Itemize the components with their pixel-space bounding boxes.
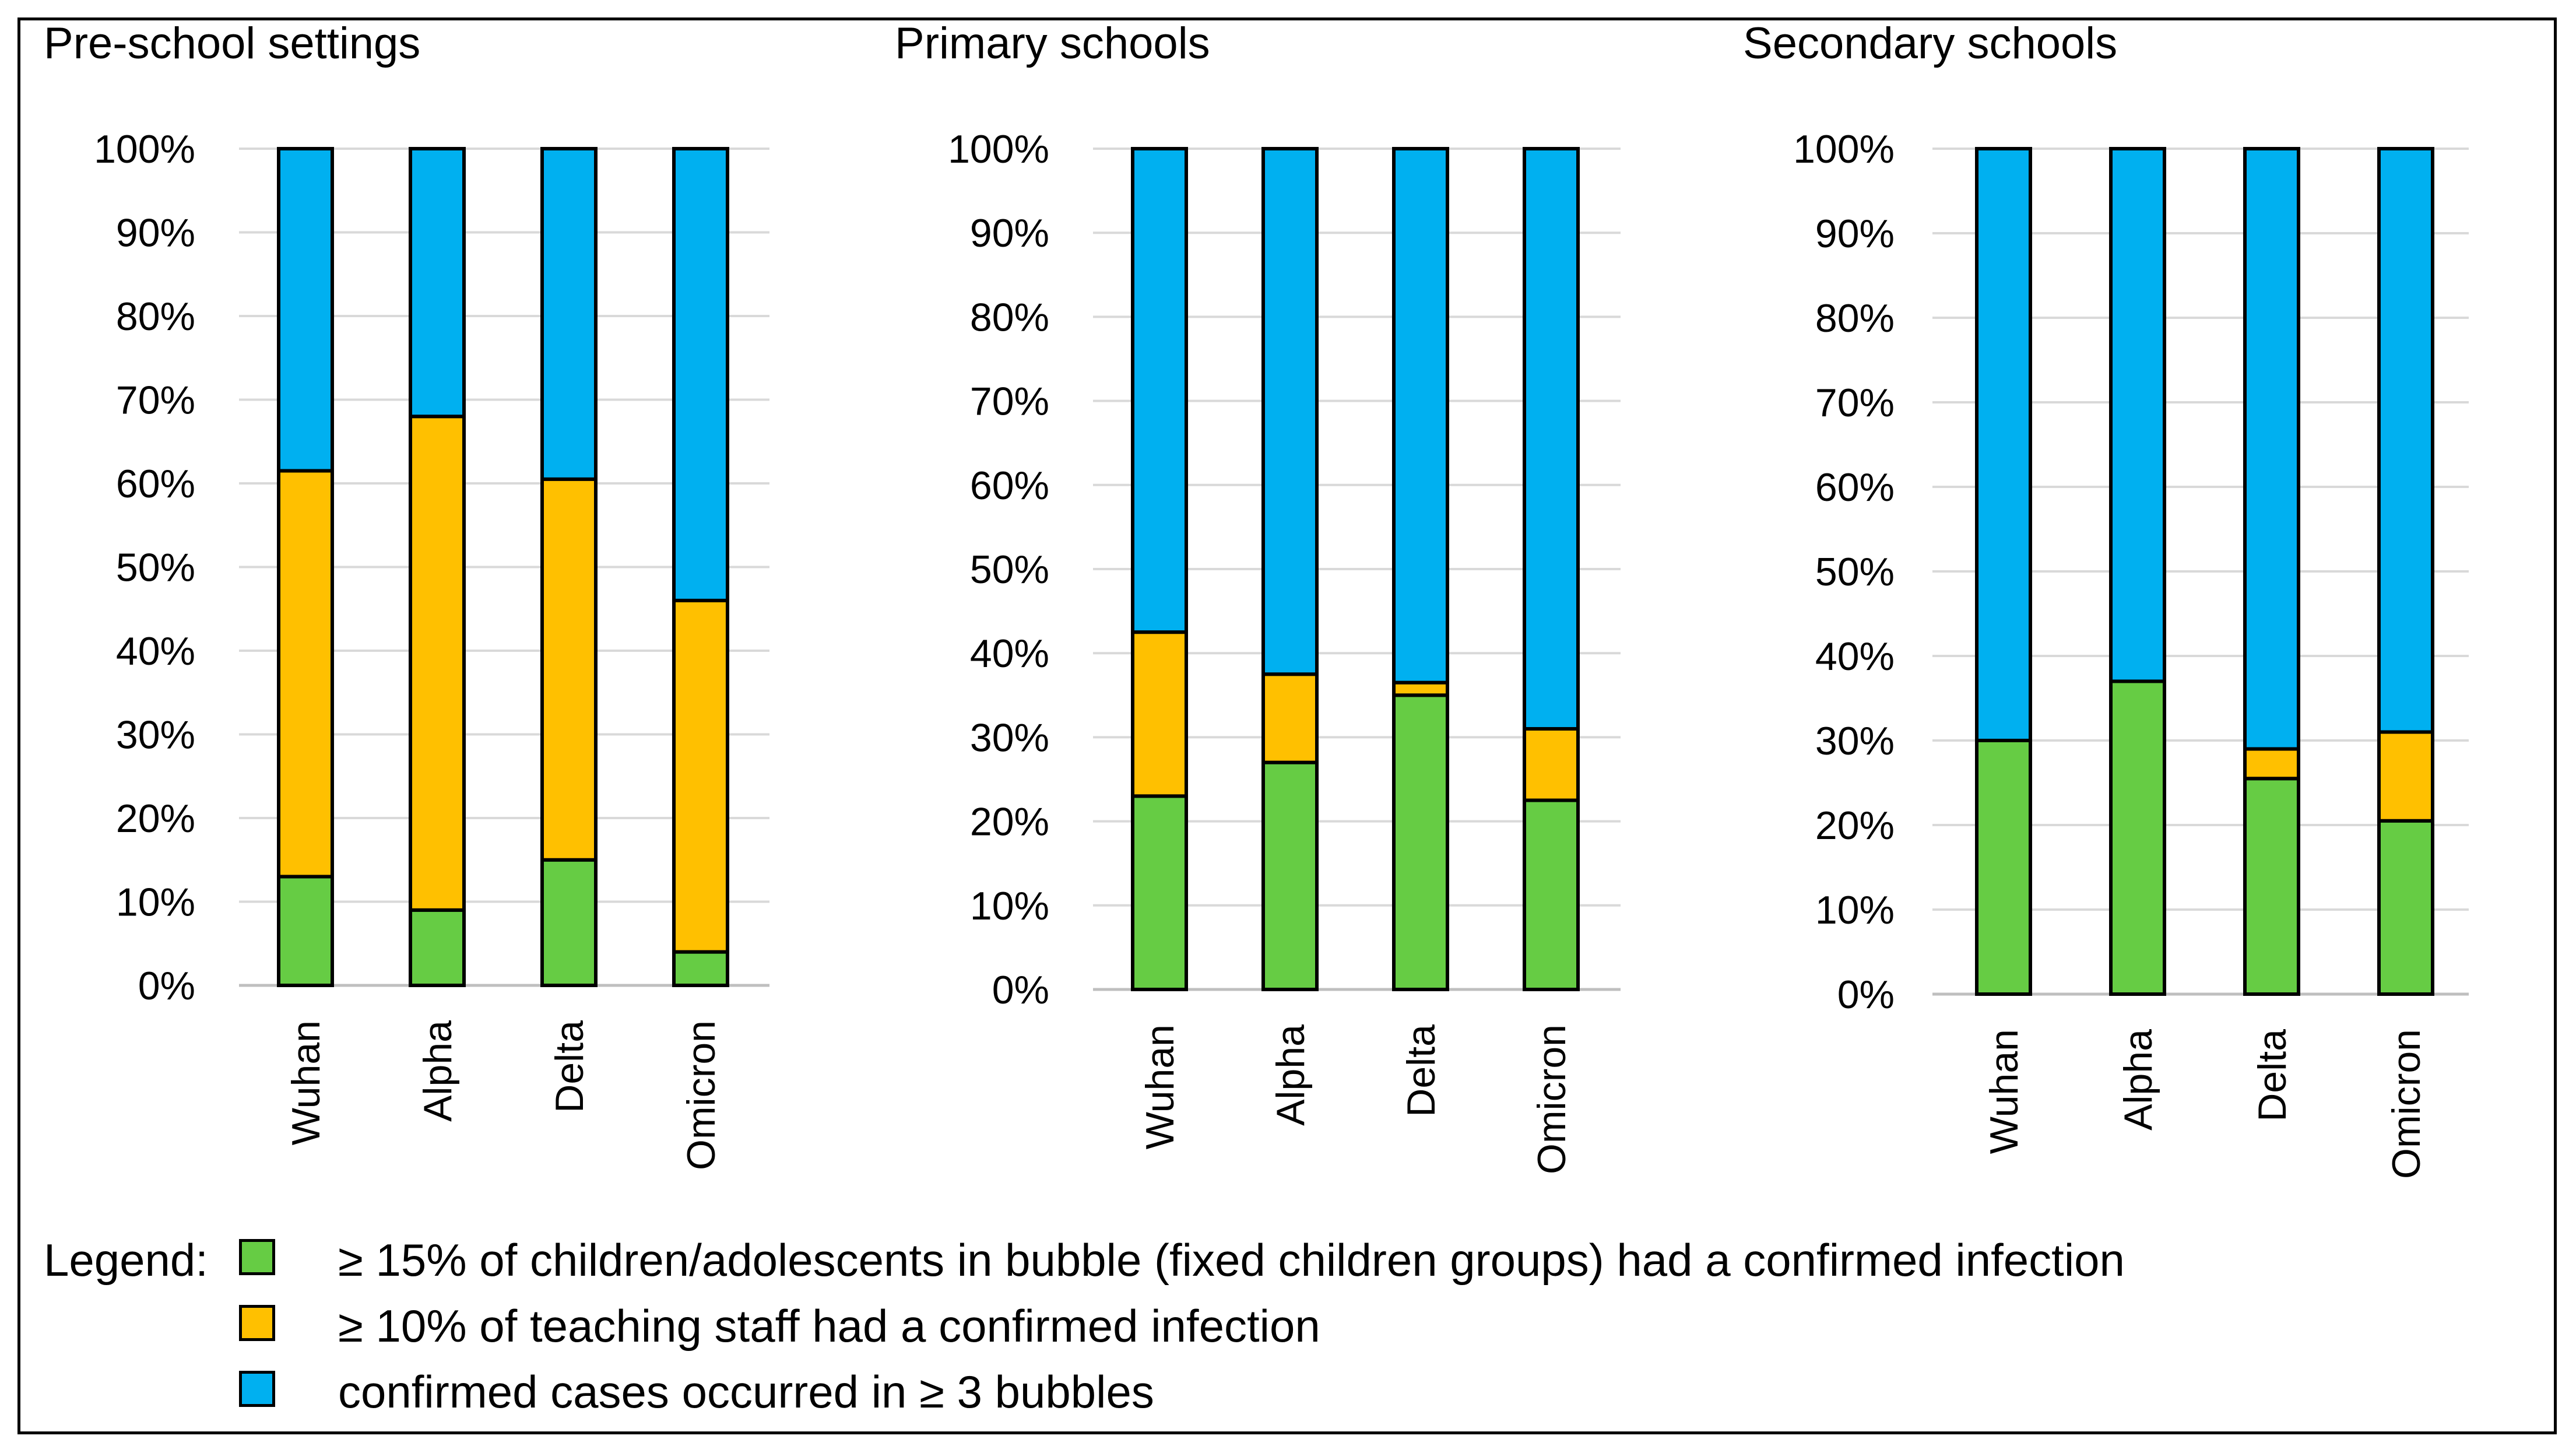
y-tick-label: 60% bbox=[1815, 465, 1895, 510]
y-tick-label: 100% bbox=[948, 127, 1049, 171]
y-tick-label: 100% bbox=[94, 127, 195, 171]
y-tick-label: 70% bbox=[116, 378, 195, 423]
bar-segment-blue bbox=[2243, 147, 2300, 751]
bar-segment-green bbox=[1975, 739, 2032, 996]
legend-label-staff: ≥ 10% of teaching staff had a confirmed … bbox=[338, 1300, 1320, 1352]
y-tick-label: 90% bbox=[1815, 212, 1895, 256]
bar-segment-green bbox=[409, 908, 466, 987]
bar-segment-blue bbox=[540, 147, 598, 481]
x-category-label: Omicron bbox=[1530, 1024, 1574, 1174]
bar-segment-green bbox=[277, 875, 334, 987]
bar-segment-orange bbox=[1261, 672, 1319, 764]
y-tick-label: 20% bbox=[970, 800, 1049, 844]
y-tick-label: 40% bbox=[970, 631, 1049, 676]
y-tick-label: 0% bbox=[1837, 973, 1895, 1017]
y-tick-label: 80% bbox=[970, 295, 1049, 339]
bar-segment-orange bbox=[540, 477, 598, 862]
x-category-label: Delta bbox=[2250, 1029, 2294, 1122]
y-tick-label: 40% bbox=[116, 629, 195, 673]
bar-segment-blue bbox=[2377, 147, 2434, 734]
bar-segment-green bbox=[2243, 777, 2300, 996]
y-tick-label: 0% bbox=[992, 968, 1049, 1012]
x-category-label: Omicron bbox=[2384, 1029, 2429, 1179]
y-tick-label: 60% bbox=[970, 464, 1049, 508]
y-tick-label: 10% bbox=[970, 884, 1049, 928]
panel-title: Secondary schools bbox=[1743, 19, 2117, 68]
bar-segment-orange bbox=[277, 469, 334, 879]
y-tick-label: 30% bbox=[970, 715, 1049, 760]
bar-segment-blue bbox=[1261, 147, 1319, 676]
bar-segment-blue bbox=[277, 147, 334, 473]
y-tick-label: 90% bbox=[116, 211, 195, 255]
x-category-label: Delta bbox=[547, 1020, 592, 1113]
y-tick-label: 70% bbox=[970, 380, 1049, 424]
legend-title: Legend: bbox=[44, 1234, 208, 1286]
bar-segment-green bbox=[672, 950, 729, 987]
legend-swatch-blue bbox=[239, 1371, 275, 1407]
panel-title: Pre-school settings bbox=[44, 19, 420, 68]
bar-segment-green bbox=[1131, 794, 1188, 991]
y-tick-label: 50% bbox=[970, 547, 1049, 592]
bar-segment-orange bbox=[1392, 680, 1449, 697]
y-tick-label: 60% bbox=[116, 462, 195, 506]
bar-segment-blue bbox=[1392, 147, 1449, 685]
legend-label-children: ≥ 15% of children/adolescents in bubble … bbox=[338, 1234, 2125, 1286]
y-tick-label: 50% bbox=[1815, 550, 1895, 594]
x-category-label: Wuhan bbox=[284, 1020, 328, 1145]
y-tick-label: 20% bbox=[1815, 803, 1895, 848]
y-tick-label: 70% bbox=[1815, 381, 1895, 425]
y-tick-label: 0% bbox=[138, 964, 195, 1008]
bar-segment-blue bbox=[1523, 147, 1580, 731]
x-category-label: Wuhan bbox=[1138, 1024, 1182, 1149]
bar-segment-green bbox=[2377, 819, 2434, 996]
bar-segment-green bbox=[540, 858, 598, 987]
bar-segment-blue bbox=[2109, 147, 2166, 683]
y-tick-label: 30% bbox=[116, 713, 195, 757]
x-category-label: Omicron bbox=[679, 1020, 723, 1170]
bar-segment-orange bbox=[2377, 730, 2434, 823]
y-tick-label: 80% bbox=[116, 294, 195, 339]
bar-segment-orange bbox=[2243, 747, 2300, 781]
bar-segment-orange bbox=[1131, 630, 1188, 798]
bar-segment-green bbox=[1523, 798, 1580, 992]
legend-label-bubbles: confirmed cases occurred in ≥ 3 bubbles bbox=[338, 1366, 1154, 1417]
bar-segment-blue bbox=[409, 147, 466, 419]
y-tick-label: 40% bbox=[1815, 634, 1895, 679]
bar-segment-blue bbox=[1131, 147, 1188, 634]
x-category-label: Alpha bbox=[2116, 1029, 2160, 1131]
bar-segment-green bbox=[2109, 679, 2166, 996]
panel-title: Primary schools bbox=[895, 19, 1210, 68]
y-tick-label: 10% bbox=[116, 880, 195, 925]
x-category-label: Alpha bbox=[416, 1020, 460, 1122]
bar-segment-green bbox=[1392, 693, 1449, 992]
x-category-label: Delta bbox=[1399, 1024, 1443, 1117]
bar-segment-orange bbox=[1523, 726, 1580, 802]
legend-swatch-green bbox=[239, 1239, 275, 1275]
bar-segment-blue bbox=[672, 147, 729, 602]
y-tick-label: 80% bbox=[1815, 296, 1895, 341]
bar-segment-blue bbox=[1975, 147, 2032, 742]
x-category-label: Alpha bbox=[1268, 1024, 1313, 1126]
y-tick-label: 50% bbox=[116, 546, 195, 590]
bar-segment-orange bbox=[672, 598, 729, 954]
bar-segment-orange bbox=[409, 415, 466, 912]
y-tick-label: 30% bbox=[1815, 719, 1895, 763]
y-tick-label: 20% bbox=[116, 796, 195, 841]
y-tick-label: 90% bbox=[970, 211, 1049, 255]
y-tick-label: 10% bbox=[1815, 888, 1895, 932]
legend-swatch-orange bbox=[239, 1305, 275, 1341]
y-tick-label: 100% bbox=[1793, 127, 1895, 171]
x-category-label: Wuhan bbox=[1982, 1029, 2026, 1154]
bar-segment-green bbox=[1261, 760, 1319, 992]
